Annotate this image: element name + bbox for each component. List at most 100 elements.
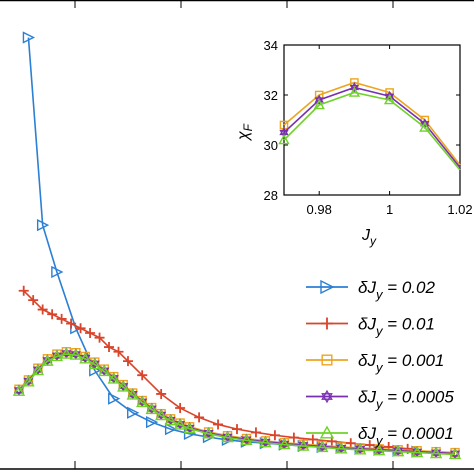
inset-data-point — [383, 94, 396, 105]
legend-entry: δJy = 0.0005 — [306, 388, 454, 412]
inset-series — [278, 78, 461, 171]
inset-x-tick-label: 1 — [386, 202, 393, 217]
data-point — [373, 444, 386, 456]
legend-marker — [321, 389, 333, 404]
data-point — [107, 372, 120, 384]
data-point — [297, 439, 310, 451]
data-point — [31, 364, 45, 376]
data-point — [126, 388, 139, 400]
data-point — [117, 380, 130, 392]
data-point — [22, 375, 35, 387]
data-point — [51, 265, 64, 279]
data-point — [56, 313, 67, 324]
legend-marker — [321, 354, 333, 366]
inset-y-tick-label: 30 — [264, 138, 278, 153]
data-point — [156, 388, 167, 399]
data-point — [259, 436, 272, 448]
data-point — [202, 427, 215, 439]
inset-x-tick-label: 0.98 — [307, 202, 332, 217]
data-point — [154, 409, 168, 421]
data-point — [18, 285, 29, 296]
inset-y-axis-label: χF — [235, 123, 255, 142]
inset-x-tick-label: 1.02 — [447, 202, 472, 217]
data-point — [278, 438, 291, 450]
inset-data-point — [348, 86, 361, 97]
data-point — [12, 384, 26, 396]
legend-entry: δJy = 0.01 — [306, 315, 435, 339]
inset-data-point — [419, 121, 431, 132]
data-point — [66, 318, 77, 329]
data-point — [221, 431, 234, 443]
inset-data-point — [349, 82, 360, 93]
inset-ticks: 0.98 1 1.02 28 30 32 34 — [264, 38, 473, 217]
data-point — [85, 327, 96, 338]
data-point — [37, 304, 48, 315]
data-point — [137, 370, 148, 381]
data-point — [108, 392, 121, 405]
data-point — [448, 448, 462, 460]
legend-label: δJy = 0.01 — [358, 315, 435, 339]
data-point — [232, 424, 242, 435]
legend-label: δJy = 0.001 — [358, 351, 444, 375]
data-point — [36, 218, 50, 232]
data-point — [391, 445, 405, 457]
data-point — [335, 442, 348, 454]
data-point — [240, 433, 253, 446]
data-point — [269, 430, 280, 441]
inset-y-tick-label: 34 — [264, 38, 278, 53]
data-point — [41, 354, 54, 366]
data-point — [79, 352, 92, 364]
legend-label: δJy = 0.0005 — [358, 388, 454, 412]
data-point — [69, 348, 83, 360]
inset-data-point — [313, 99, 325, 110]
data-point — [88, 357, 101, 370]
inset-frame — [283, 44, 461, 196]
data-point — [50, 349, 64, 362]
data-point — [28, 295, 39, 306]
data-point — [354, 443, 367, 455]
data-point — [94, 332, 105, 343]
data-point — [145, 402, 158, 415]
inset-y-tick-label: 28 — [264, 188, 278, 203]
legend-marker — [319, 425, 335, 439]
data-point — [98, 365, 111, 377]
legend-label: δJy = 0.0001 — [358, 424, 454, 448]
data-point — [307, 434, 318, 445]
inset-y-tick-label: 32 — [264, 88, 278, 103]
main-series — [12, 31, 462, 460]
legend-entry: δJy = 0.02 — [306, 278, 435, 302]
data-point — [316, 440, 329, 453]
inset-x-axis-label: Jy — [361, 227, 377, 248]
legend-label: δJy = 0.02 — [358, 278, 435, 302]
data-point — [429, 447, 443, 459]
inset-series-line-1 — [283, 86, 461, 169]
legend-entry: δJy = 0.001 — [306, 351, 444, 375]
inset-series-line-0 — [283, 81, 461, 166]
data-point — [164, 414, 177, 426]
data-point — [213, 419, 224, 430]
legend-marker — [321, 317, 333, 330]
legend: δJy = 0.02 δJy = 0.01 δJy = 0.001 δJy = 0.0… — [306, 278, 454, 448]
data-point — [183, 422, 196, 434]
data-point — [175, 403, 186, 414]
data-point — [145, 415, 159, 429]
data-point — [47, 309, 58, 320]
data-point — [288, 432, 299, 443]
data-point — [60, 347, 73, 359]
inset-data-point — [314, 94, 324, 106]
data-point — [136, 395, 149, 408]
data-point — [194, 412, 205, 423]
legend-marker — [320, 279, 335, 295]
data-point — [122, 356, 133, 367]
legend-entry: δJy = 0.0001 — [306, 424, 454, 448]
data-point — [75, 323, 86, 334]
data-point — [345, 438, 356, 449]
data-point — [164, 423, 178, 436]
inset-data-point — [278, 134, 290, 145]
data-point — [410, 446, 424, 458]
data-point — [22, 31, 36, 44]
data-point — [113, 346, 124, 357]
inset-chart: 0.98 1 1.02 28 30 32 34 χF Jy — [235, 38, 473, 248]
